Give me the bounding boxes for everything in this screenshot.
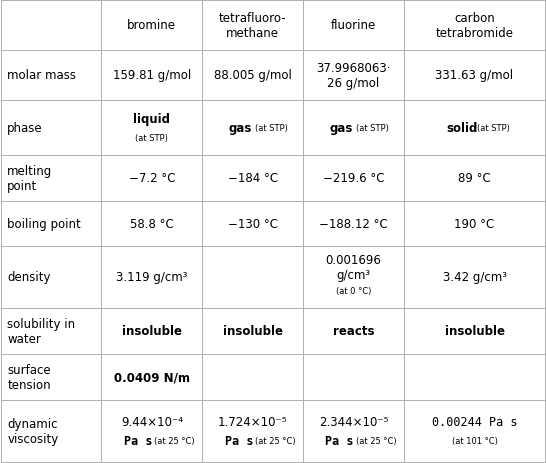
- Text: surface
tension: surface tension: [7, 363, 51, 391]
- Text: liquid: liquid: [133, 113, 170, 126]
- Text: 0.0409 N/m: 0.0409 N/m: [114, 371, 190, 384]
- Text: solid: solid: [447, 121, 478, 134]
- Text: −7.2 °C: −7.2 °C: [128, 172, 175, 185]
- Text: insoluble: insoluble: [223, 325, 283, 338]
- Text: melting
point: melting point: [7, 164, 52, 193]
- Text: carbon
tetrabromide: carbon tetrabromide: [436, 12, 513, 39]
- Text: 3.119 g/cm³: 3.119 g/cm³: [116, 271, 188, 284]
- Text: 0.00244 Pa s: 0.00244 Pa s: [432, 415, 517, 428]
- Text: 37.9968063·
26 g/mol: 37.9968063· 26 g/mol: [316, 62, 390, 89]
- Text: 58.8 °C: 58.8 °C: [130, 218, 174, 231]
- Text: 3.42 g/cm³: 3.42 g/cm³: [442, 271, 507, 284]
- Text: 1.724×10⁻⁵: 1.724×10⁻⁵: [218, 415, 287, 428]
- Text: (at STP): (at STP): [255, 124, 288, 132]
- Text: −184 °C: −184 °C: [228, 172, 277, 185]
- Text: bromine: bromine: [127, 19, 176, 32]
- Text: tetrafluoro-
methane: tetrafluoro- methane: [219, 12, 287, 39]
- Text: 88.005 g/mol: 88.005 g/mol: [213, 69, 292, 82]
- Text: 331.63 g/mol: 331.63 g/mol: [436, 69, 514, 82]
- Text: gas: gas: [229, 121, 252, 134]
- Text: gas: gas: [330, 121, 353, 134]
- Text: −130 °C: −130 °C: [228, 218, 277, 231]
- Text: 159.81 g/mol: 159.81 g/mol: [112, 69, 191, 82]
- Text: 190 °C: 190 °C: [454, 218, 495, 231]
- Text: (at 25 °C): (at 25 °C): [255, 436, 296, 445]
- Text: Pa s: Pa s: [124, 434, 152, 447]
- Text: density: density: [7, 271, 51, 284]
- Text: 89 °C: 89 °C: [458, 172, 491, 185]
- Text: 0.001696
g/cm³: 0.001696 g/cm³: [325, 253, 381, 281]
- Text: (at 101 °C): (at 101 °C): [452, 436, 497, 445]
- Text: insoluble: insoluble: [444, 325, 505, 338]
- Text: solubility in
water: solubility in water: [7, 317, 75, 345]
- Text: (at 25 °C): (at 25 °C): [155, 436, 195, 445]
- Text: fluorine: fluorine: [331, 19, 376, 32]
- Text: Pa s: Pa s: [225, 434, 253, 447]
- Text: 2.344×10⁻⁵: 2.344×10⁻⁵: [319, 415, 388, 428]
- Text: Pa s: Pa s: [325, 434, 354, 447]
- Text: (at STP): (at STP): [135, 133, 168, 143]
- Text: dynamic
viscosity: dynamic viscosity: [7, 417, 58, 445]
- Text: (at 25 °C): (at 25 °C): [356, 436, 396, 445]
- Text: (at 0 °C): (at 0 °C): [336, 287, 371, 295]
- Text: (at STP): (at STP): [356, 124, 389, 132]
- Text: boiling point: boiling point: [7, 218, 81, 231]
- Text: (at STP): (at STP): [477, 124, 510, 132]
- Text: reacts: reacts: [333, 325, 374, 338]
- Text: phase: phase: [7, 121, 43, 134]
- Text: 9.44×10⁻⁴: 9.44×10⁻⁴: [121, 415, 183, 428]
- Text: −188.12 °C: −188.12 °C: [319, 218, 388, 231]
- Text: −219.6 °C: −219.6 °C: [323, 172, 384, 185]
- Text: insoluble: insoluble: [122, 325, 182, 338]
- Text: molar mass: molar mass: [7, 69, 76, 82]
